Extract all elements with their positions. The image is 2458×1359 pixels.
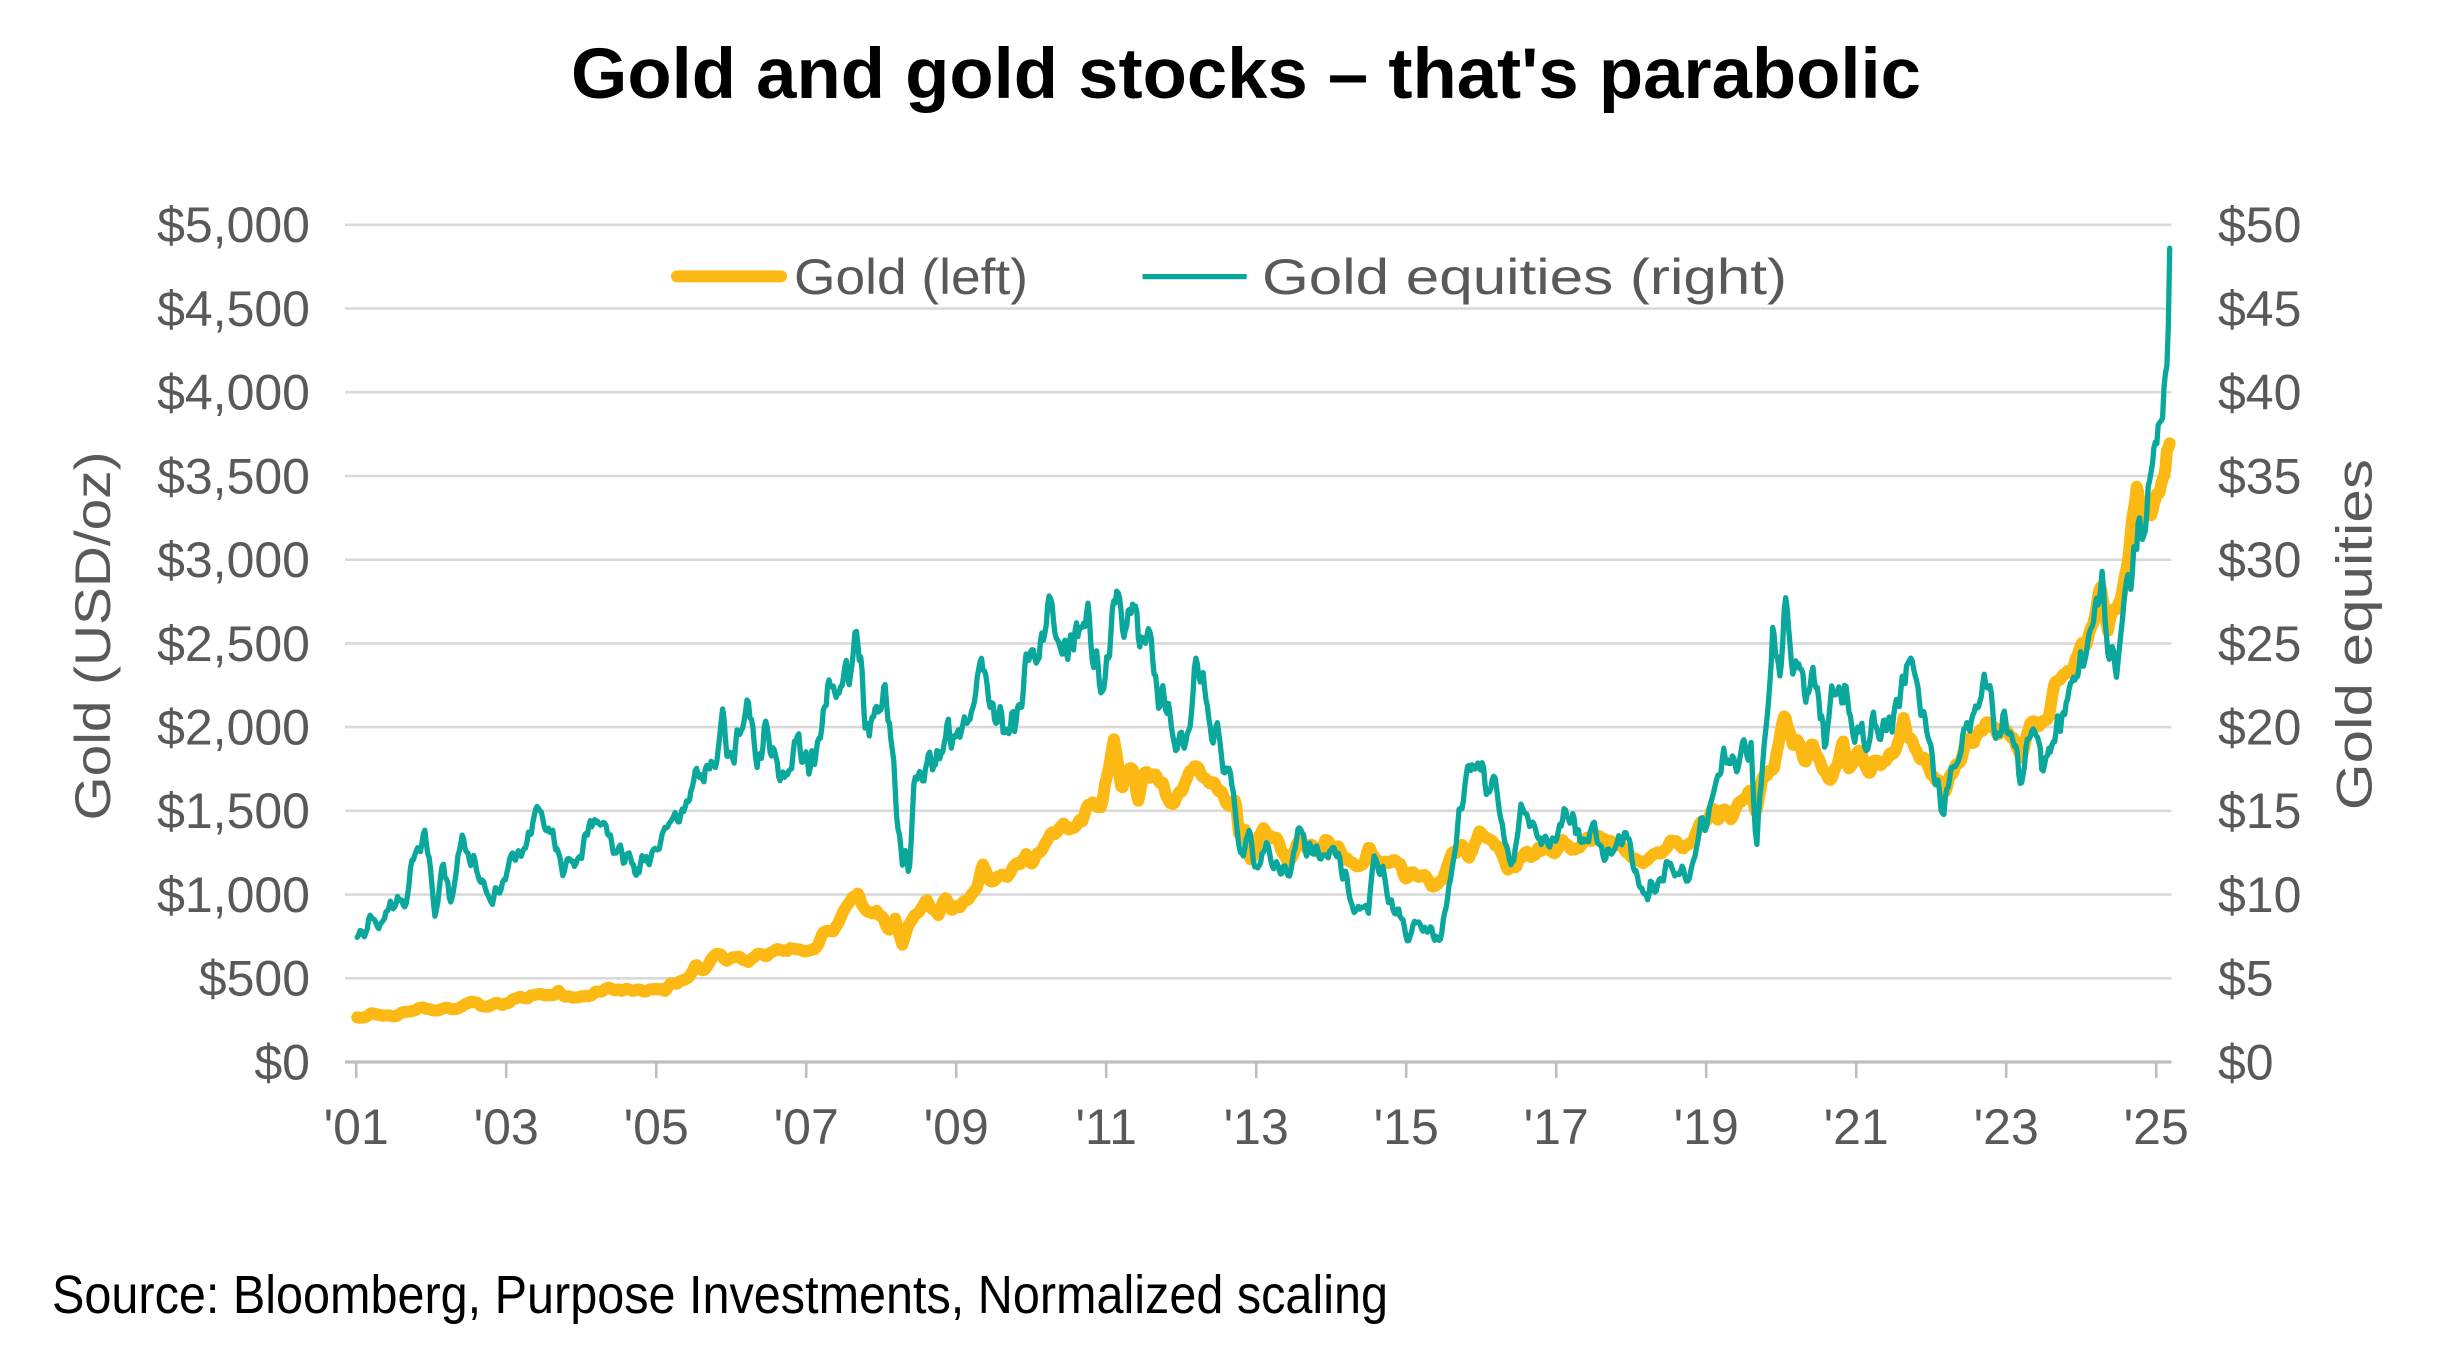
svg-text:$25: $25	[2218, 616, 2301, 672]
svg-text:$5: $5	[2218, 951, 2274, 1007]
svg-text:$500: $500	[199, 951, 310, 1007]
svg-text:'05: '05	[624, 1099, 689, 1155]
svg-text:Gold (USD/oz): Gold (USD/oz)	[65, 452, 121, 821]
svg-text:$1,500: $1,500	[157, 783, 310, 839]
svg-text:Gold and gold stocks – that's: Gold and gold stocks – that's parabolic	[571, 35, 1921, 114]
svg-text:'17: '17	[1524, 1099, 1589, 1155]
svg-text:'11: '11	[1075, 1099, 1136, 1155]
svg-text:$15: $15	[2218, 783, 2301, 839]
svg-text:'13: '13	[1224, 1099, 1289, 1155]
svg-text:'15: '15	[1374, 1099, 1439, 1155]
svg-text:$4,500: $4,500	[157, 281, 310, 337]
svg-text:$10: $10	[2218, 867, 2301, 923]
svg-text:$4,000: $4,000	[157, 365, 310, 421]
svg-text:$45: $45	[2218, 281, 2301, 337]
svg-text:'09: '09	[924, 1099, 989, 1155]
svg-text:$2,500: $2,500	[157, 616, 310, 672]
svg-text:$40: $40	[2218, 365, 2301, 421]
svg-text:'19: '19	[1674, 1099, 1739, 1155]
svg-text:$0: $0	[2218, 1034, 2274, 1090]
svg-text:Source: Bloomberg, Purpose Inv: Source: Bloomberg, Purpose Investments, …	[52, 1265, 1388, 1325]
svg-text:Gold equities (right): Gold equities (right)	[1262, 249, 1787, 305]
svg-text:$2,000: $2,000	[157, 700, 310, 756]
svg-text:'07: '07	[774, 1099, 839, 1155]
svg-text:'25: '25	[2124, 1099, 2189, 1155]
svg-text:'21: '21	[1824, 1099, 1889, 1155]
svg-text:'03: '03	[474, 1099, 539, 1155]
svg-text:$50: $50	[2218, 197, 2301, 253]
svg-text:'23: '23	[1974, 1099, 2039, 1155]
svg-text:$30: $30	[2218, 532, 2301, 588]
svg-text:Gold equities: Gold equities	[2327, 459, 2383, 810]
svg-text:$1,000: $1,000	[157, 867, 310, 923]
svg-text:$3,500: $3,500	[157, 448, 310, 504]
svg-text:'01: '01	[324, 1099, 389, 1155]
svg-text:$20: $20	[2218, 700, 2301, 756]
svg-text:$0: $0	[254, 1034, 310, 1090]
svg-text:$35: $35	[2218, 448, 2301, 504]
svg-text:$5,000: $5,000	[157, 197, 310, 253]
svg-text:Gold (left): Gold (left)	[794, 249, 1028, 305]
svg-text:$3,000: $3,000	[157, 532, 310, 588]
